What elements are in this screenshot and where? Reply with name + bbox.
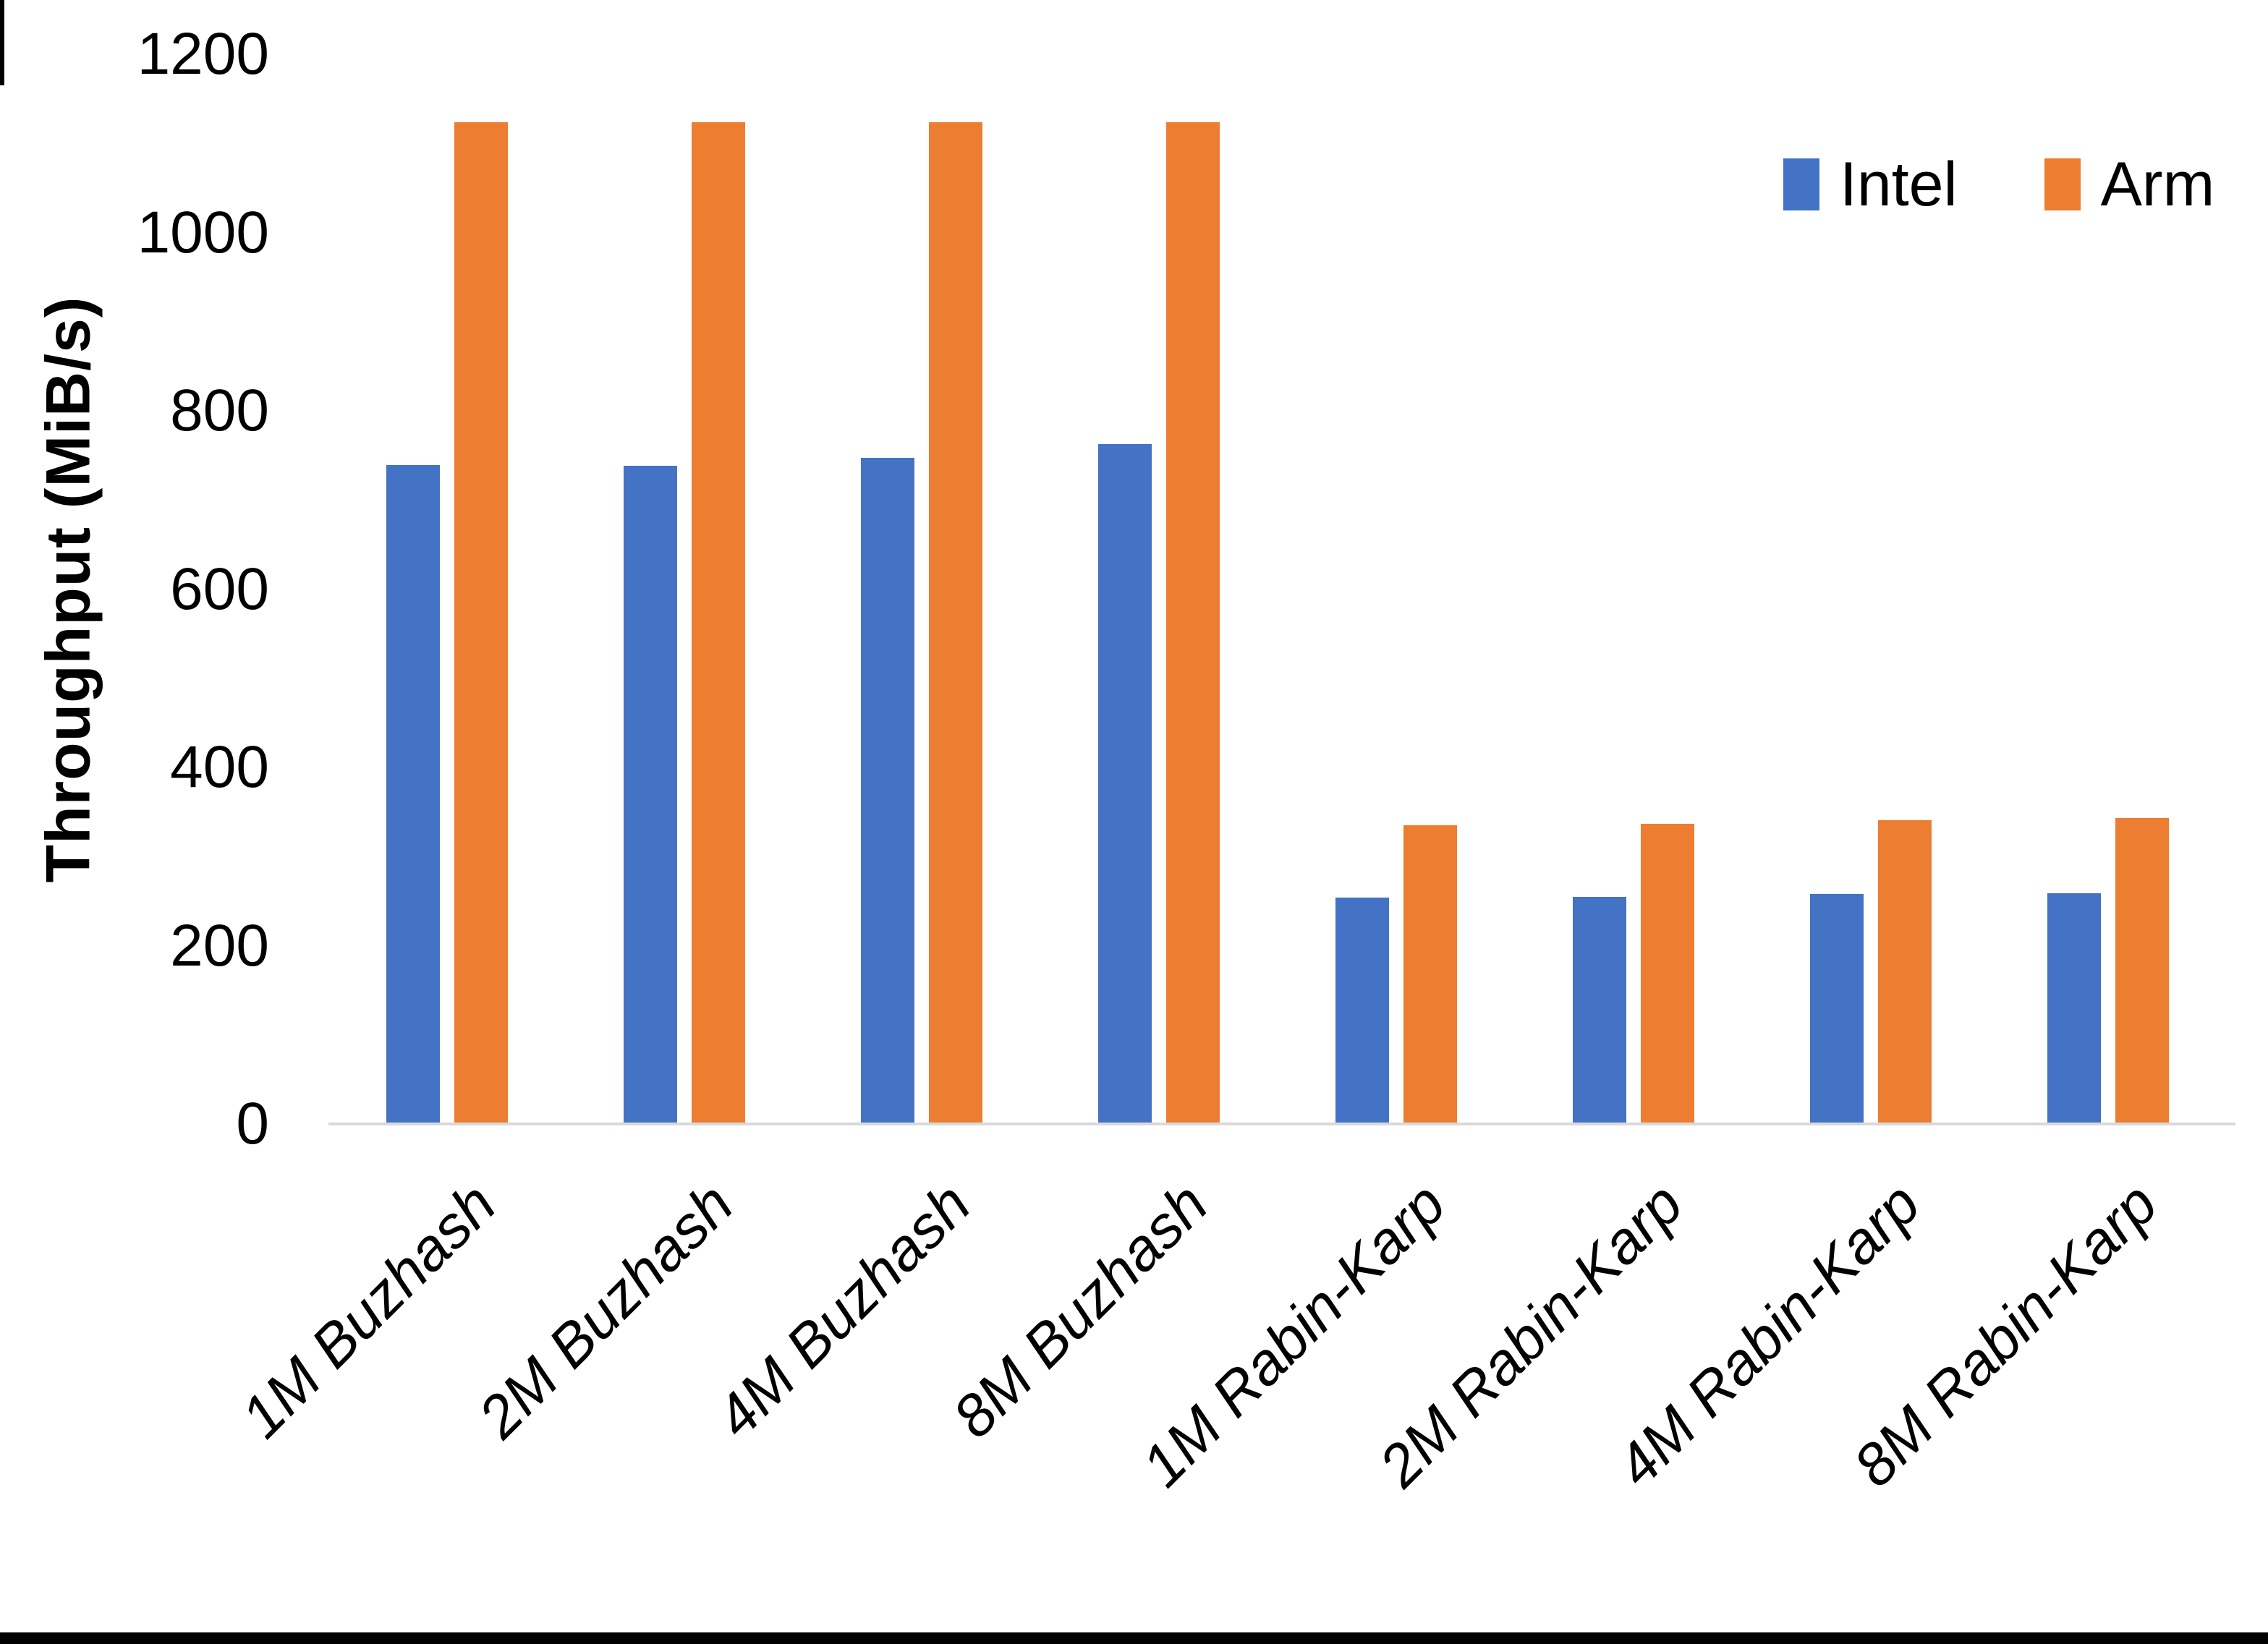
bar-arm-2m-buzhash [692,122,745,1124]
legend-item-arm: Arm [2044,148,2215,221]
y-tick-label-400: 400 [170,734,269,800]
y-tick-label-0: 0 [236,1091,269,1157]
screenshot-left-edge-line [0,0,4,85]
bar-arm-1m-buzhash [454,122,508,1124]
bar-arm-8m-buzhash [1166,122,1220,1124]
y-tick-label-1000: 1000 [137,199,269,265]
bar-intel-2m-buzhash [624,466,677,1124]
arm-series-color-marker [2044,158,2081,210]
bar-arm-4m-rabin-karp [1878,820,1932,1124]
legend-label-intel: Intel [1840,150,1958,219]
bar-arm-8m-rabin-karp [2115,818,2169,1124]
bar-intel-1m-rabin-karp [1335,898,1389,1124]
legend-label-arm: Arm [2100,150,2215,219]
y-tick-label-600: 600 [170,555,269,622]
bar-intel-8m-buzhash [1098,444,1152,1124]
x-category-label-4m-buzhash: 4M Buzhash [703,1170,984,1451]
bar-arm-1m-rabin-karp [1403,825,1457,1124]
bar-intel-2m-rabin-karp [1573,897,1626,1124]
bar-intel-4m-rabin-karp [1810,894,1864,1124]
x-axis-line [328,1123,2235,1125]
bar-intel-8m-rabin-karp [2047,893,2101,1124]
intel-series-color-marker [1783,158,1819,210]
legend-item-intel: Intel [1783,148,1958,221]
y-tick-label-1200: 1200 [137,21,269,87]
bar-arm-2m-rabin-karp [1641,824,1694,1124]
y-tick-label-800: 800 [170,378,269,443]
bar-intel-4m-buzhash [861,458,914,1124]
y-tick-label-200: 200 [170,912,269,979]
x-category-label-2m-buzhash: 2M Buzhash [466,1170,747,1451]
legend: Intel Arm [1783,148,2214,221]
screenshot-bottom-edge-line [0,1632,2268,1644]
bar-arm-4m-buzhash [929,122,982,1124]
x-category-label-1m-buzhash: 1M Buzhash [229,1170,509,1451]
bar-intel-1m-buzhash [386,465,440,1124]
